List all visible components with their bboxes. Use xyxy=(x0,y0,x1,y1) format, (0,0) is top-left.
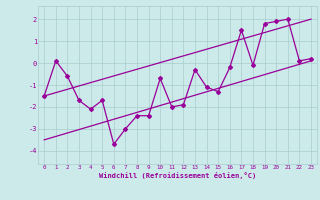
X-axis label: Windchill (Refroidissement éolien,°C): Windchill (Refroidissement éolien,°C) xyxy=(99,172,256,179)
